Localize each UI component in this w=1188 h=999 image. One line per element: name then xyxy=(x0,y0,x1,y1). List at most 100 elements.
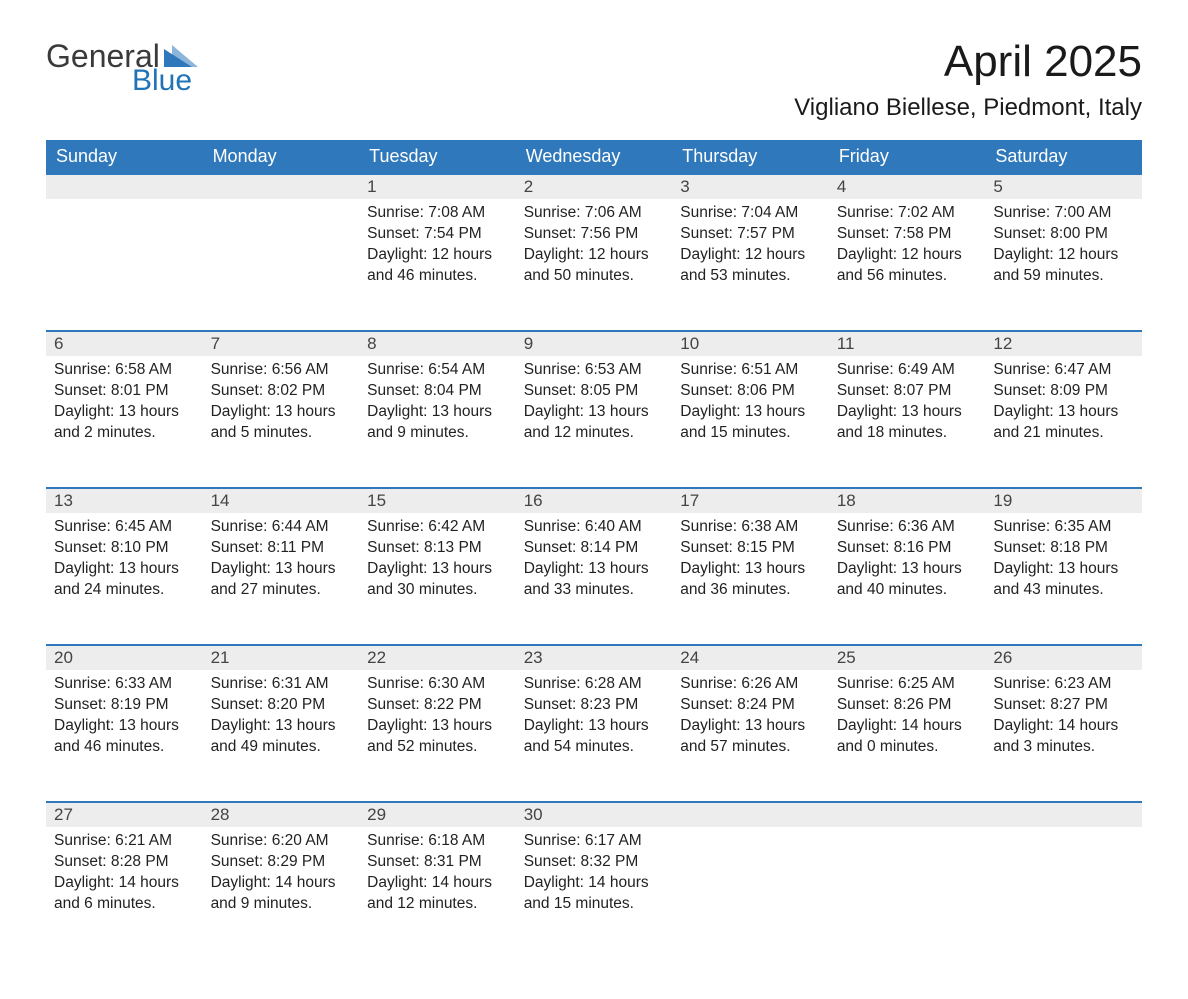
sunrise-text: Sunrise: 6:40 AM xyxy=(524,517,665,538)
day-cell: Sunrise: 7:06 AMSunset: 7:56 PMDaylight:… xyxy=(516,199,673,331)
empty-day-cell xyxy=(46,199,203,331)
day-cell: Sunrise: 7:02 AMSunset: 7:58 PMDaylight:… xyxy=(829,199,986,331)
day-number-row: 27282930 xyxy=(46,802,1142,827)
sunrise-text: Sunrise: 6:36 AM xyxy=(837,517,978,538)
sunset-text: Sunset: 8:15 PM xyxy=(680,538,821,559)
daylight-text: and 57 minutes. xyxy=(680,737,821,758)
logo-text-blue: Blue xyxy=(46,66,198,96)
daylight-text: and 3 minutes. xyxy=(993,737,1134,758)
day-content-row: Sunrise: 7:08 AMSunset: 7:54 PMDaylight:… xyxy=(46,199,1142,331)
sunset-text: Sunset: 8:27 PM xyxy=(993,695,1134,716)
daylight-text: Daylight: 14 hours xyxy=(524,873,665,894)
day-number: 26 xyxy=(985,645,1142,670)
day-cell: Sunrise: 6:47 AMSunset: 8:09 PMDaylight:… xyxy=(985,356,1142,488)
daylight-text: Daylight: 13 hours xyxy=(680,402,821,423)
sunrise-text: Sunrise: 6:45 AM xyxy=(54,517,195,538)
day-cell: Sunrise: 6:36 AMSunset: 8:16 PMDaylight:… xyxy=(829,513,986,645)
sunrise-text: Sunrise: 7:08 AM xyxy=(367,203,508,224)
day-number: 6 xyxy=(46,331,203,356)
empty-day-number xyxy=(46,174,203,199)
daylight-text: Daylight: 12 hours xyxy=(837,245,978,266)
daylight-text: Daylight: 13 hours xyxy=(211,402,352,423)
sunset-text: Sunset: 8:20 PM xyxy=(211,695,352,716)
daylight-text: Daylight: 13 hours xyxy=(211,559,352,580)
day-cell: Sunrise: 6:44 AMSunset: 8:11 PMDaylight:… xyxy=(203,513,360,645)
day-number: 29 xyxy=(359,802,516,827)
daylight-text: Daylight: 13 hours xyxy=(54,402,195,423)
day-cell: Sunrise: 6:18 AMSunset: 8:31 PMDaylight:… xyxy=(359,827,516,959)
day-number: 9 xyxy=(516,331,673,356)
daylight-text: Daylight: 13 hours xyxy=(837,559,978,580)
day-number: 23 xyxy=(516,645,673,670)
daylight-text: Daylight: 12 hours xyxy=(680,245,821,266)
sunset-text: Sunset: 8:07 PM xyxy=(837,381,978,402)
day-number: 27 xyxy=(46,802,203,827)
daylight-text: and 2 minutes. xyxy=(54,423,195,444)
daylight-text: Daylight: 13 hours xyxy=(367,402,508,423)
day-number: 3 xyxy=(672,174,829,199)
weekday-header: Tuesday xyxy=(359,140,516,174)
day-number: 25 xyxy=(829,645,986,670)
empty-day-cell xyxy=(672,827,829,959)
sunset-text: Sunset: 8:32 PM xyxy=(524,852,665,873)
daylight-text: and 54 minutes. xyxy=(524,737,665,758)
daylight-text: Daylight: 13 hours xyxy=(680,559,821,580)
day-number: 24 xyxy=(672,645,829,670)
sunrise-text: Sunrise: 6:31 AM xyxy=(211,674,352,695)
day-cell: Sunrise: 6:58 AMSunset: 8:01 PMDaylight:… xyxy=(46,356,203,488)
daylight-text: Daylight: 13 hours xyxy=(211,716,352,737)
day-cell: Sunrise: 6:54 AMSunset: 8:04 PMDaylight:… xyxy=(359,356,516,488)
daylight-text: Daylight: 13 hours xyxy=(993,402,1134,423)
day-number: 14 xyxy=(203,488,360,513)
sunset-text: Sunset: 8:10 PM xyxy=(54,538,195,559)
day-cell: Sunrise: 6:42 AMSunset: 8:13 PMDaylight:… xyxy=(359,513,516,645)
day-number: 5 xyxy=(985,174,1142,199)
daylight-text: and 30 minutes. xyxy=(367,580,508,601)
weekday-header: Monday xyxy=(203,140,360,174)
daylight-text: and 21 minutes. xyxy=(993,423,1134,444)
day-content-row: Sunrise: 6:33 AMSunset: 8:19 PMDaylight:… xyxy=(46,670,1142,802)
day-cell: Sunrise: 6:40 AMSunset: 8:14 PMDaylight:… xyxy=(516,513,673,645)
sunset-text: Sunset: 8:06 PM xyxy=(680,381,821,402)
weekday-header: Thursday xyxy=(672,140,829,174)
day-number: 21 xyxy=(203,645,360,670)
sunrise-text: Sunrise: 7:06 AM xyxy=(524,203,665,224)
daylight-text: Daylight: 13 hours xyxy=(993,559,1134,580)
sunset-text: Sunset: 8:22 PM xyxy=(367,695,508,716)
sunset-text: Sunset: 8:23 PM xyxy=(524,695,665,716)
day-number: 2 xyxy=(516,174,673,199)
sunrise-text: Sunrise: 6:23 AM xyxy=(993,674,1134,695)
daylight-text: and 5 minutes. xyxy=(211,423,352,444)
daylight-text: Daylight: 13 hours xyxy=(524,559,665,580)
sunset-text: Sunset: 8:13 PM xyxy=(367,538,508,559)
daylight-text: and 12 minutes. xyxy=(524,423,665,444)
day-cell: Sunrise: 6:35 AMSunset: 8:18 PMDaylight:… xyxy=(985,513,1142,645)
day-number: 4 xyxy=(829,174,986,199)
day-cell: Sunrise: 6:20 AMSunset: 8:29 PMDaylight:… xyxy=(203,827,360,959)
daylight-text: Daylight: 14 hours xyxy=(211,873,352,894)
sunrise-text: Sunrise: 7:00 AM xyxy=(993,203,1134,224)
daylight-text: and 46 minutes. xyxy=(367,266,508,287)
day-cell: Sunrise: 7:04 AMSunset: 7:57 PMDaylight:… xyxy=(672,199,829,331)
empty-day-cell xyxy=(829,827,986,959)
daylight-text: and 0 minutes. xyxy=(837,737,978,758)
day-content-row: Sunrise: 6:45 AMSunset: 8:10 PM Daylight:… xyxy=(46,513,1142,645)
sunrise-text: Sunrise: 6:53 AM xyxy=(524,360,665,381)
sunset-text: Sunset: 7:56 PM xyxy=(524,224,665,245)
day-cell: Sunrise: 6:23 AMSunset: 8:27 PMDaylight:… xyxy=(985,670,1142,802)
day-number: 1 xyxy=(359,174,516,199)
day-content-row: Sunrise: 6:58 AMSunset: 8:01 PMDaylight:… xyxy=(46,356,1142,488)
day-number: 30 xyxy=(516,802,673,827)
daylight-text: and 43 minutes. xyxy=(993,580,1134,601)
title-block: April 2025 Vigliano Biellese, Piedmont, … xyxy=(794,40,1142,122)
daylight-text: and 15 minutes. xyxy=(680,423,821,444)
sunrise-text: Sunrise: 6:44 AM xyxy=(211,517,352,538)
day-number: 11 xyxy=(829,331,986,356)
sunset-text: Sunset: 8:16 PM xyxy=(837,538,978,559)
daylight-text: and 27 minutes. xyxy=(211,580,352,601)
daylight-text: and 12 minutes. xyxy=(367,894,508,915)
sunrise-text: Sunrise: 6:18 AM xyxy=(367,831,508,852)
day-cell: Sunrise: 6:28 AMSunset: 8:23 PMDaylight:… xyxy=(516,670,673,802)
day-cell: Sunrise: 6:38 AMSunset: 8:15 PMDaylight:… xyxy=(672,513,829,645)
sunset-text: Sunset: 8:18 PM xyxy=(993,538,1134,559)
